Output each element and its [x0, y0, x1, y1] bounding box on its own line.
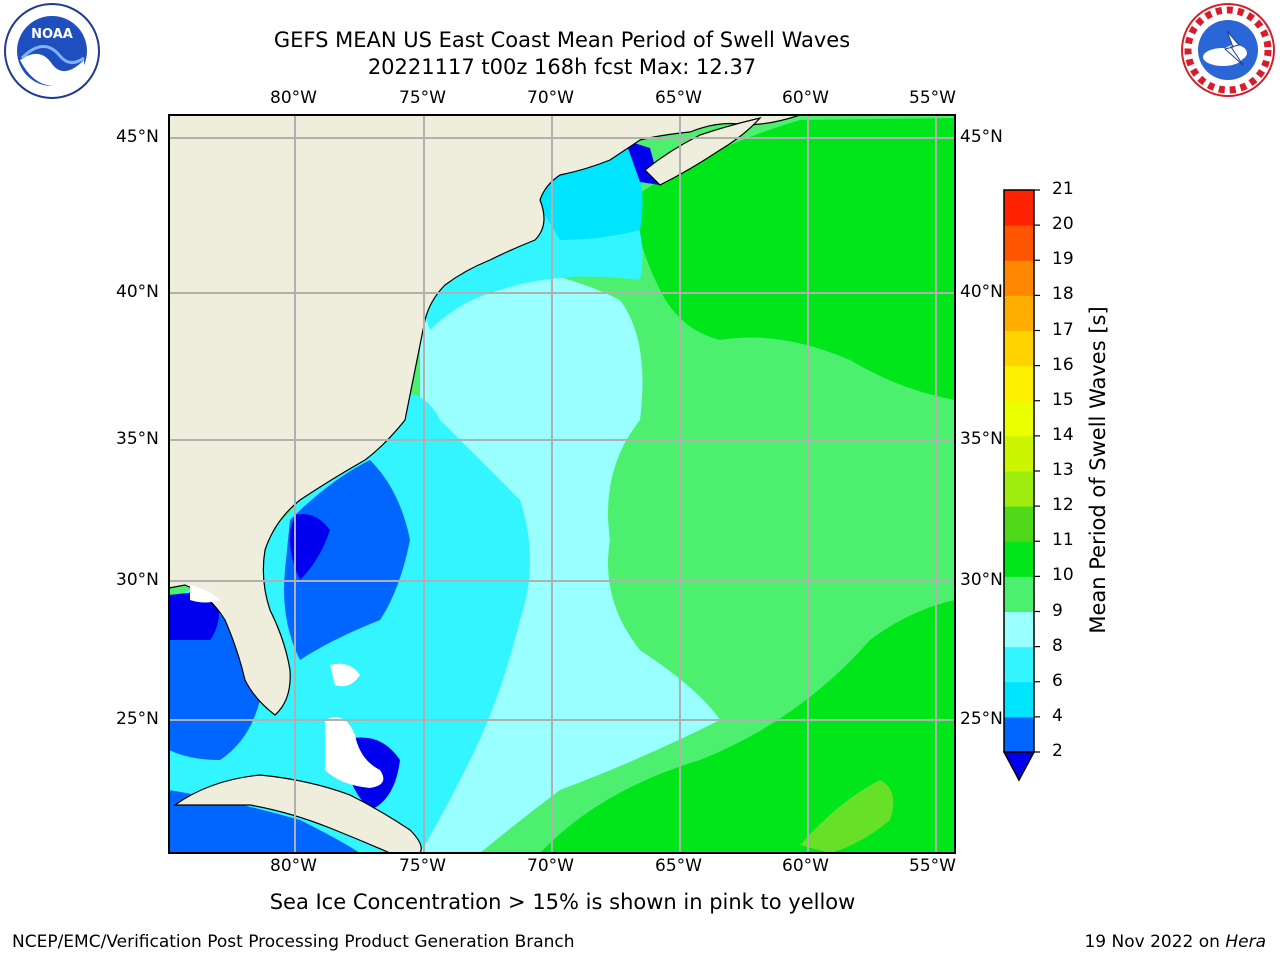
colorbar-bin-2 [1004, 716, 1034, 753]
colorbar-tick-label: 12 [1052, 495, 1074, 516]
lon-tick-top-65w: 65°W [655, 88, 702, 108]
colorbar-bin-12 [1004, 471, 1034, 507]
colorbar-tick-label: 2 [1052, 741, 1063, 761]
shallow-banks-bahamas-north [330, 663, 360, 687]
colorbar-bin-13 [1004, 435, 1034, 472]
national-weather-service-logo [1181, 3, 1275, 97]
lon-tick-top-80w: 80°W [270, 88, 317, 108]
ocean-period-2-4-southeast [284, 460, 410, 660]
lon-tick-top-70w: 70°W [527, 88, 574, 108]
lon-tick-top-75w: 75°W [399, 88, 446, 108]
colorbar-bin-11 [1004, 506, 1034, 542]
colorbar-tick-label: 17 [1052, 319, 1074, 340]
colorbar-tick-label: 21 [1052, 179, 1074, 199]
footer-branch: NCEP/EMC/Verification Post Processing Pr… [12, 932, 575, 952]
ocean-period-10-11-south [540, 600, 955, 853]
lon-tick-bottom-80w: 80°W [270, 856, 317, 876]
svg-text:NOAA: NOAA [31, 27, 73, 42]
colorbar-under-triangle [1002, 751, 1036, 782]
colorbar-title: Mean Period of Swell Waves [s] [1086, 306, 1110, 634]
lon-tick-top-55w: 55°W [909, 88, 956, 108]
land-cuba [173, 774, 422, 853]
colorbar-tick-label: 10 [1052, 565, 1074, 586]
colorbar-tick-label: 16 [1052, 354, 1074, 375]
colorbar-tick-label: 18 [1052, 284, 1074, 305]
colorbar-bin-18 [1004, 260, 1034, 296]
colorbar-bin-14 [1004, 400, 1034, 437]
colorbar-bin-10 [1004, 541, 1034, 577]
colorbar-tick-label: 11 [1052, 530, 1074, 551]
ocean-period-under-2-gulf [169, 590, 219, 640]
colorbar-tick-label: 15 [1052, 389, 1074, 410]
colorbar-bin-4 [1004, 681, 1034, 718]
lat-tick-right-40n: 40°N [960, 282, 1003, 302]
land-nova-scotia [644, 116, 762, 186]
lon-tick-bottom-70w: 70°W [527, 856, 574, 876]
colorbar-bin-6 [1004, 646, 1034, 683]
ocean-period-under-2-florida [289, 514, 330, 580]
shallow-banks-bahamas [325, 717, 384, 788]
colorbar-bin-8 [1004, 611, 1034, 648]
shallow-banks-gulf [190, 585, 220, 603]
lon-tick-top-60w: 60°W [782, 88, 829, 108]
map-title: GEFS MEAN US East Coast Mean Period of S… [273, 28, 851, 52]
colorbar-tick-label: 20 [1052, 214, 1074, 235]
lat-tick-left-25n: 25°N [116, 709, 159, 729]
colorbar-tick-label: 9 [1052, 600, 1063, 621]
colorbar-bin-9 [1004, 576, 1034, 612]
ocean-period-12-13 [800, 780, 894, 853]
forecast-subtitle: 20221117 t00z 168h fcst Max: 12.37 [367, 55, 757, 79]
lat-tick-right-45n: 45°N [960, 127, 1003, 147]
ocean-period-8-9 [420, 268, 720, 853]
lat-tick-left-40n: 40°N [116, 282, 159, 302]
colorbar-tick-label: 14 [1052, 424, 1074, 445]
lon-tick-bottom-55w: 55°W [909, 856, 956, 876]
lat-tick-left-30n: 30°N [116, 570, 159, 590]
graticule [169, 115, 955, 853]
ocean-period-2-4-caribbean [169, 790, 360, 853]
colorbar-tick-label: 6 [1052, 670, 1063, 691]
footer-date-text: 19 Nov 2022 on [1084, 932, 1226, 952]
footer-date: 19 Nov 2022 on Hera [1084, 932, 1266, 952]
lat-tick-right-25n: 25°N [960, 709, 1003, 729]
lat-tick-left-45n: 45°N [116, 127, 159, 147]
colorbar-tick-label: 8 [1052, 635, 1063, 656]
land-north-america [169, 115, 801, 716]
lon-tick-bottom-75w: 75°W [399, 856, 446, 876]
colorbar-bin-15 [1004, 365, 1034, 402]
sea-ice-caption: Sea Ice Concentration > 15% is shown in … [269, 890, 856, 914]
lat-tick-right-30n: 30°N [960, 570, 1003, 590]
colorbar-bin-20 [1004, 190, 1034, 226]
colorbar-tick-label: 19 [1052, 249, 1074, 270]
noaa-logo: NOAA [4, 3, 100, 99]
colorbar-bin-16 [1004, 330, 1034, 367]
colorbar-tick-label: 4 [1052, 705, 1063, 726]
colorbar-bin-19 [1004, 225, 1034, 261]
lat-tick-right-35n: 35°N [960, 429, 1003, 449]
lon-tick-bottom-60w: 60°W [782, 856, 829, 876]
colorbar-tick-label: 13 [1052, 460, 1074, 480]
footer-host: Hera [1225, 932, 1266, 952]
colorbar-bin-17 [1004, 295, 1034, 331]
lat-tick-left-35n: 35°N [116, 429, 159, 449]
lon-tick-bottom-65w: 65°W [655, 856, 702, 876]
ocean-period-10-11-north [630, 118, 955, 400]
